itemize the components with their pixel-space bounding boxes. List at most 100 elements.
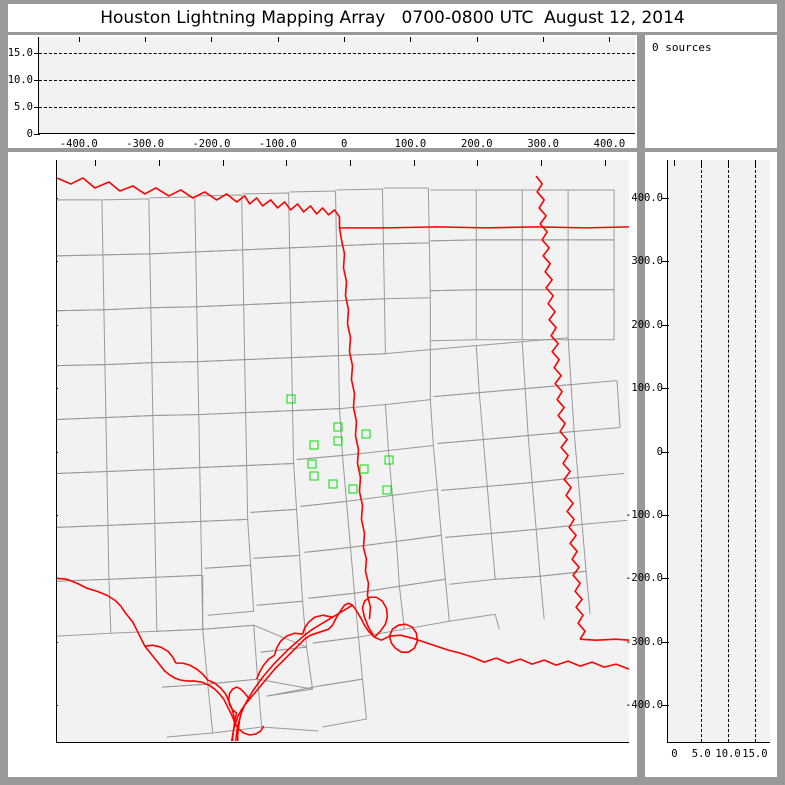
x-tickmark-3: [277, 37, 279, 42]
x-ticklabel-2: 10.0: [715, 748, 741, 760]
y-ticklabel-2: 10.0: [7, 74, 33, 87]
source-count-label: 0 sources: [652, 41, 712, 54]
gridline-y-15: [39, 53, 635, 55]
x-tickmark-6: [476, 37, 478, 42]
y-tickmark-0: [34, 134, 40, 135]
x-tickmark-0: [78, 37, 80, 42]
x-ticklabel-3: 15.0: [742, 748, 768, 760]
altitude-vs-east-west-plot[interactable]: 0 5.0 10.0 15.0 -400.0 -300.0 -200.0 -100.0 0 100…: [8, 37, 635, 150]
lma-station-marker: [361, 429, 371, 439]
lma-station-marker: [348, 484, 358, 494]
x-ticklabel-2: -200.0: [192, 138, 231, 150]
y-tickmark-0: [57, 704, 58, 706]
x-tickmark-7: [540, 160, 542, 166]
lma-station-marker: [309, 471, 319, 481]
altitude-vs-north-south-panel: -400.0 -300.0 -200.0 -100.0 0 100.0 200.0 300.0…: [625, 152, 777, 777]
x-ticklabel-1: 5.0: [691, 748, 711, 760]
x-ticklabel-4: 0: [340, 138, 348, 150]
y-tickmark-7: [57, 261, 58, 263]
y-tickmark-4: [662, 451, 669, 453]
lma-station-marker: [333, 422, 343, 432]
y-ticklabel-1: 5.0: [14, 101, 33, 114]
y-tickmark-4: [57, 451, 58, 453]
y-tickmark-2: [662, 578, 669, 580]
lma-station-marker: [382, 485, 392, 495]
y-tickmark-2: [57, 578, 58, 580]
x-tickmark-0: [674, 160, 676, 166]
y-ticklabel-2: -200.0: [625, 572, 663, 585]
lma-station-marker: [384, 455, 394, 465]
x-ticklabel-0: -400.0: [76, 742, 114, 743]
y-tickmark-1: [662, 641, 669, 643]
lma-station-marker: [286, 394, 296, 404]
x-tickmark-1: [158, 160, 160, 166]
x-ticklabel-3: -100.0: [267, 742, 305, 743]
x-tickmark-3: [754, 160, 756, 166]
source-count-panel: 0 sources: [645, 35, 777, 148]
gridline-x-10: [728, 160, 730, 742]
y-tickmark-8: [57, 198, 58, 200]
title-bar: Houston Lightning Mapping Array 0700-080…: [8, 4, 777, 32]
state-boundaries: [57, 175, 629, 742]
map-geography: [57, 175, 629, 742]
plan-view-map-panel: -400.0 -300.0 -200.0 -100.0 0 100.0 200.0 300.0…: [8, 152, 637, 777]
x-ticklabel-7: 300.0: [525, 742, 557, 743]
x-ticklabel-0: 0: [671, 748, 678, 760]
lma-station-marker: [309, 440, 319, 450]
x-ticklabel-8: 400.0: [589, 742, 621, 743]
lma-station-marker: [328, 479, 338, 489]
y-tickmark-1: [34, 107, 40, 109]
x-ticklabel-5: 100.0: [398, 742, 430, 743]
y-tickmark-5: [57, 388, 58, 390]
y-ticklabel-0: 0: [26, 128, 33, 140]
x-ticklabel-1: -300.0: [140, 742, 178, 743]
y-ticklabel-3: -100.0: [625, 508, 663, 521]
x-ticklabel-5: 100.0: [394, 138, 427, 150]
x-tickmark-0: [95, 160, 97, 166]
x-tickmark-4: [349, 160, 351, 166]
lma-station-marker: [333, 436, 343, 446]
gridline-x-15: [754, 160, 756, 742]
x-tickmark-7: [543, 37, 545, 42]
x-ticklabel-6: 200.0: [461, 742, 493, 743]
y-tickmark-3: [34, 53, 40, 55]
altitude-vs-north-south-plot[interactable]: -400.0 -300.0 -200.0 -100.0 0 100.0 200.0 300.0…: [625, 160, 770, 760]
x-ticklabel-7: 300.0: [527, 138, 559, 150]
x-tickmark-2: [211, 37, 213, 42]
y-ticklabel-4: 0: [656, 445, 663, 458]
x-tickmark-6: [477, 160, 479, 166]
x-ticklabel-8: 400.0: [593, 138, 626, 150]
x-ticklabel-1: -300.0: [126, 138, 165, 150]
y-tickmark-6: [662, 324, 669, 326]
x-tickmark-1: [145, 37, 147, 42]
y-ticklabel-0: -400.0: [625, 698, 663, 711]
y-tickmark-5: [662, 388, 669, 390]
y-tickmark-8: [662, 198, 669, 200]
x-ticklabel-6: 200.0: [460, 138, 493, 150]
plan-view-map-plot[interactable]: -400.0 -300.0 -200.0 -100.0 0 100.0 200.0 300.0…: [56, 160, 629, 743]
y-tickmark-6: [57, 324, 58, 326]
y-ticklabel-1: -300.0: [625, 635, 663, 648]
y-ticklabel-3: 15.0: [7, 47, 33, 60]
x-tickmark-2: [222, 160, 224, 166]
x-ticklabel-2: -200.0: [204, 742, 242, 743]
y-ticklabel-8: 400.0: [631, 192, 663, 205]
y-tickmark-7: [662, 261, 669, 263]
x-tickmark-1: [701, 160, 703, 166]
x-ticklabel-3: -100.0: [258, 138, 297, 150]
y-ticklabel-7: 300.0: [631, 255, 663, 268]
gridline-y-10: [39, 80, 635, 82]
x-tickmark-4: [344, 37, 346, 42]
y-tickmark-2: [34, 80, 40, 82]
x-tickmark-2: [728, 160, 730, 166]
gridline-y-5: [39, 107, 635, 109]
y-ticklabel-6: 200.0: [631, 318, 663, 331]
x-tickmark-5: [410, 37, 412, 42]
x-tickmark-8: [609, 37, 611, 42]
page-title: Houston Lightning Mapping Array 0700-080…: [100, 8, 685, 28]
gridline-x-5: [701, 160, 703, 742]
x-ticklabel-0: -400.0: [59, 138, 98, 150]
county-boundaries: [57, 187, 628, 738]
y-tickmark-3: [57, 514, 58, 516]
